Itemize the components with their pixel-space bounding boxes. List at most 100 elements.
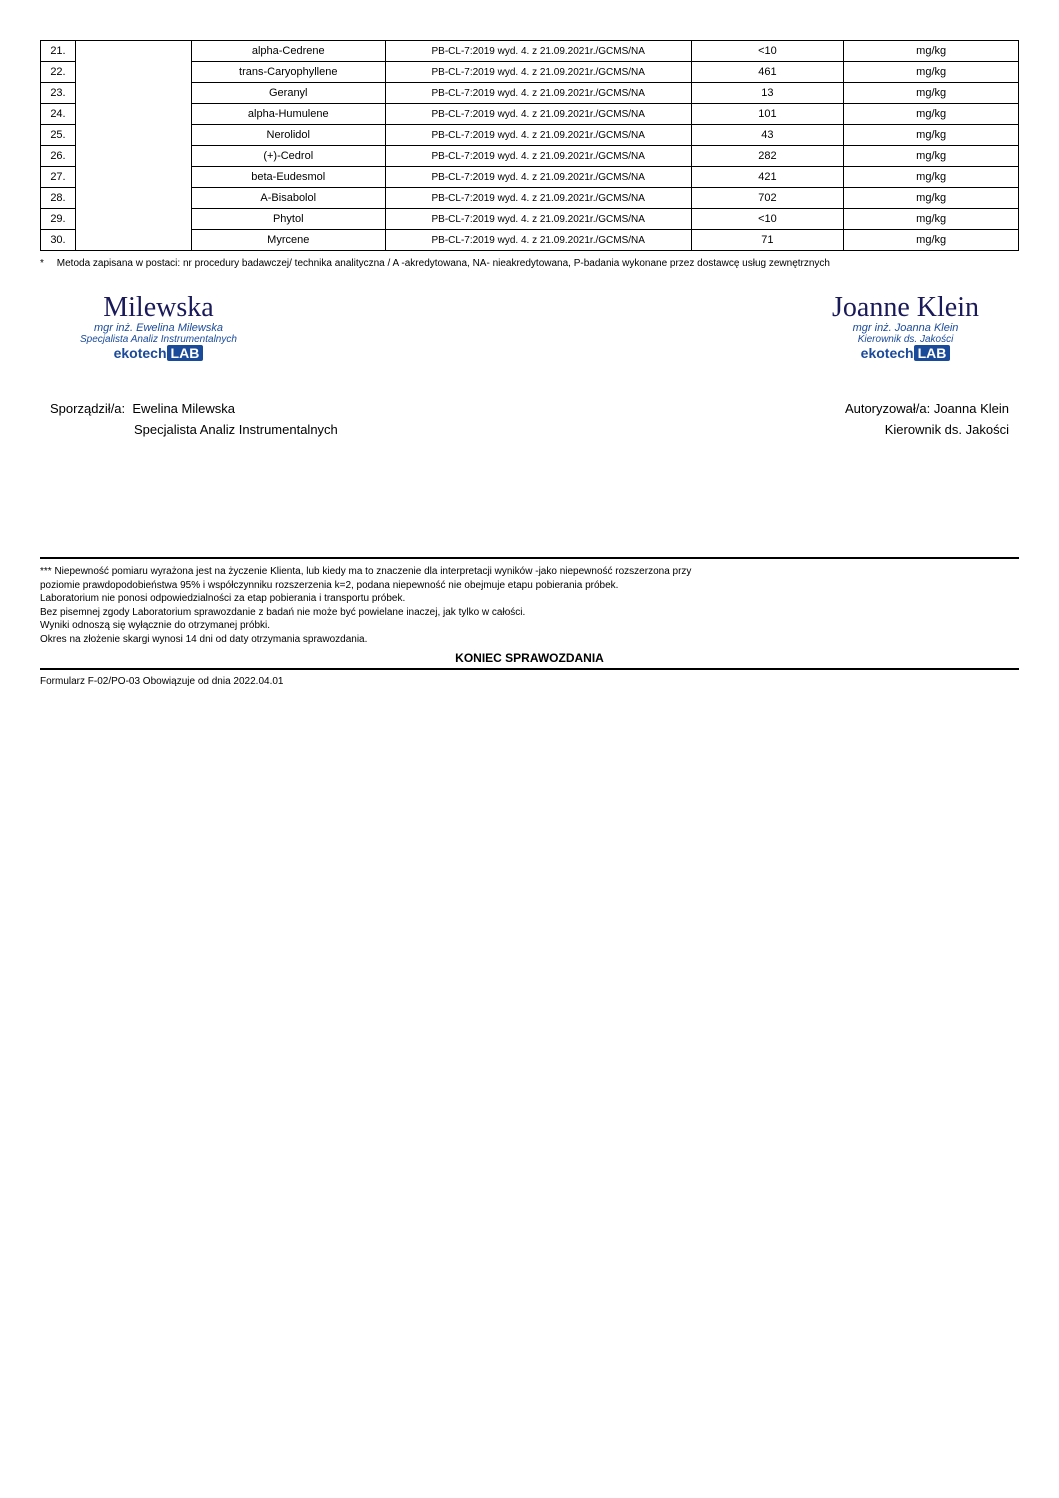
divider-bottom bbox=[40, 668, 1019, 670]
method: PB-CL-7:2019 wyd. 4. z 21.09.2021r./GCMS… bbox=[385, 209, 691, 230]
row-number: 22. bbox=[41, 62, 76, 83]
value: 702 bbox=[691, 188, 844, 209]
prepared-title: Specjalista Analiz Instrumentalnych bbox=[50, 422, 338, 437]
row-blank bbox=[75, 62, 191, 83]
note-line-4: Bez pisemnej zgody Laboratorium sprawozd… bbox=[40, 606, 1019, 620]
row-blank bbox=[75, 125, 191, 146]
unit: mg/kg bbox=[844, 188, 1019, 209]
row-blank bbox=[75, 104, 191, 125]
unit: mg/kg bbox=[844, 230, 1019, 251]
note-line-2: poziomie prawdopodobieństwa 95% i współc… bbox=[40, 579, 1019, 593]
row-number: 24. bbox=[41, 104, 76, 125]
names-row: Sporządził/a: Ewelina Milewska Specjalis… bbox=[50, 401, 1009, 437]
compound-name: alpha-Humulene bbox=[191, 104, 385, 125]
unit: mg/kg bbox=[844, 167, 1019, 188]
row-number: 25. bbox=[41, 125, 76, 146]
compound-name: (+)-Cedrol bbox=[191, 146, 385, 167]
sig-right-name: mgr inż. Joanna Klein bbox=[832, 322, 979, 334]
compound-name: Geranyl bbox=[191, 83, 385, 104]
compound-name: Myrcene bbox=[191, 230, 385, 251]
note-line-5: Wyniki odnoszą się wyłącznie do otrzyman… bbox=[40, 619, 1019, 633]
row-number: 27. bbox=[41, 167, 76, 188]
compound-name: trans-Caryophyllene bbox=[191, 62, 385, 83]
brand-right: ekotechLAB bbox=[832, 345, 979, 361]
compound-name: Phytol bbox=[191, 209, 385, 230]
authorized-by: Autoryzował/a: Joanna Klein Kierownik ds… bbox=[845, 401, 1009, 437]
unit: mg/kg bbox=[844, 104, 1019, 125]
row-number: 26. bbox=[41, 146, 76, 167]
value: <10 bbox=[691, 209, 844, 230]
table-row: 29. PhytolPB-CL-7:2019 wyd. 4. z 21.09.20… bbox=[41, 209, 1019, 230]
row-number: 28. bbox=[41, 188, 76, 209]
table-row: 27.beta-EudesmolPB-CL-7:2019 wyd. 4. z 2… bbox=[41, 167, 1019, 188]
row-blank bbox=[75, 209, 191, 230]
value: 282 bbox=[691, 146, 844, 167]
footnote-marker: * bbox=[40, 257, 54, 270]
table-row: 26. (+)-CedrolPB-CL-7:2019 wyd. 4. z 21.0… bbox=[41, 146, 1019, 167]
signature-right: Joanne Klein mgr inż. Joanna Klein Kiero… bbox=[832, 294, 979, 361]
table-row: 22. trans-CaryophyllenePB-CL-7:2019 wyd. … bbox=[41, 62, 1019, 83]
method: PB-CL-7:2019 wyd. 4. z 21.09.2021r./GCMS… bbox=[385, 188, 691, 209]
brand-left: ekotechLAB bbox=[80, 345, 237, 361]
row-blank bbox=[75, 41, 191, 62]
value: 461 bbox=[691, 62, 844, 83]
row-number: 29. bbox=[41, 209, 76, 230]
table-row: 28. A-BisabololPB-CL-7:2019 wyd. 4. z 21.… bbox=[41, 188, 1019, 209]
method: PB-CL-7:2019 wyd. 4. z 21.09.2021r./GCMS… bbox=[385, 62, 691, 83]
value: 43 bbox=[691, 125, 844, 146]
method-footnote: * Metoda zapisana w postaci: nr procedur… bbox=[40, 257, 1019, 270]
row-blank bbox=[75, 230, 191, 251]
form-version: Formularz F-02/PO-03 Obowiązuje od dnia … bbox=[40, 676, 1019, 687]
compound-name: Nerolidol bbox=[191, 125, 385, 146]
sig-left-handwriting: Milewska bbox=[80, 294, 237, 322]
row-number: 30. bbox=[41, 230, 76, 251]
authorized-name: Joanna Klein bbox=[934, 401, 1009, 416]
row-blank bbox=[75, 83, 191, 104]
sig-left-name: mgr inż. Ewelina Milewska bbox=[80, 322, 237, 334]
note-line-1: *** Niepewność pomiaru wyrażona jest na … bbox=[40, 565, 1019, 579]
table-row: 25.NerolidolPB-CL-7:2019 wyd. 4. z 21.09… bbox=[41, 125, 1019, 146]
results-table: 21.alpha-CedrenePB-CL-7:2019 wyd. 4. z 2… bbox=[40, 40, 1019, 251]
method: PB-CL-7:2019 wyd. 4. z 21.09.2021r./GCMS… bbox=[385, 83, 691, 104]
divider-top bbox=[40, 557, 1019, 559]
table-row: 21.alpha-CedrenePB-CL-7:2019 wyd. 4. z 2… bbox=[41, 41, 1019, 62]
value: <10 bbox=[691, 41, 844, 62]
authorized-title: Kierownik ds. Jakości bbox=[845, 422, 1009, 437]
unit: mg/kg bbox=[844, 146, 1019, 167]
unit: mg/kg bbox=[844, 125, 1019, 146]
value: 421 bbox=[691, 167, 844, 188]
unit: mg/kg bbox=[844, 83, 1019, 104]
note-line-6: Okres na złożenie skargi wynosi 14 dni o… bbox=[40, 633, 1019, 647]
row-number: 23. bbox=[41, 83, 76, 104]
unit: mg/kg bbox=[844, 41, 1019, 62]
table-row: 30. MyrcenePB-CL-7:2019 wyd. 4. z 21.09.2… bbox=[41, 230, 1019, 251]
prepared-label: Sporządził/a: bbox=[50, 401, 125, 416]
row-blank bbox=[75, 146, 191, 167]
row-blank bbox=[75, 167, 191, 188]
sig-right-handwriting: Joanne Klein bbox=[832, 294, 979, 322]
sig-right-title: Kierownik ds. Jakości bbox=[832, 334, 979, 345]
compound-name: A-Bisabolol bbox=[191, 188, 385, 209]
signature-left: Milewska mgr inż. Ewelina Milewska Specj… bbox=[80, 294, 237, 361]
value: 101 bbox=[691, 104, 844, 125]
unit: mg/kg bbox=[844, 209, 1019, 230]
compound-name: alpha-Cedrene bbox=[191, 41, 385, 62]
signature-row: Milewska mgr inż. Ewelina Milewska Specj… bbox=[80, 294, 979, 361]
row-number: 21. bbox=[41, 41, 76, 62]
table-row: 24. alpha-HumulenePB-CL-7:2019 wyd. 4. z … bbox=[41, 104, 1019, 125]
disclaimer-notes: *** Niepewność pomiaru wyrażona jest na … bbox=[40, 565, 1019, 666]
row-blank bbox=[75, 188, 191, 209]
compound-name: beta-Eudesmol bbox=[191, 167, 385, 188]
table-row: 23. GeranylPB-CL-7:2019 wyd. 4. z 21.09.2… bbox=[41, 83, 1019, 104]
value: 71 bbox=[691, 230, 844, 251]
method: PB-CL-7:2019 wyd. 4. z 21.09.2021r./GCMS… bbox=[385, 230, 691, 251]
value: 13 bbox=[691, 83, 844, 104]
unit: mg/kg bbox=[844, 62, 1019, 83]
method: PB-CL-7:2019 wyd. 4. z 21.09.2021r./GCMS… bbox=[385, 104, 691, 125]
prepared-name: Ewelina Milewska bbox=[132, 401, 235, 416]
end-of-report: KONIEC SPRAWOZDANIA bbox=[40, 650, 1019, 666]
sig-left-title: Specjalista Analiz Instrumentalnych bbox=[80, 334, 237, 345]
prepared-by: Sporządził/a: Ewelina Milewska Specjalis… bbox=[50, 401, 338, 437]
footnote-text: Metoda zapisana w postaci: nr procedury … bbox=[57, 257, 1016, 270]
method: PB-CL-7:2019 wyd. 4. z 21.09.2021r./GCMS… bbox=[385, 146, 691, 167]
